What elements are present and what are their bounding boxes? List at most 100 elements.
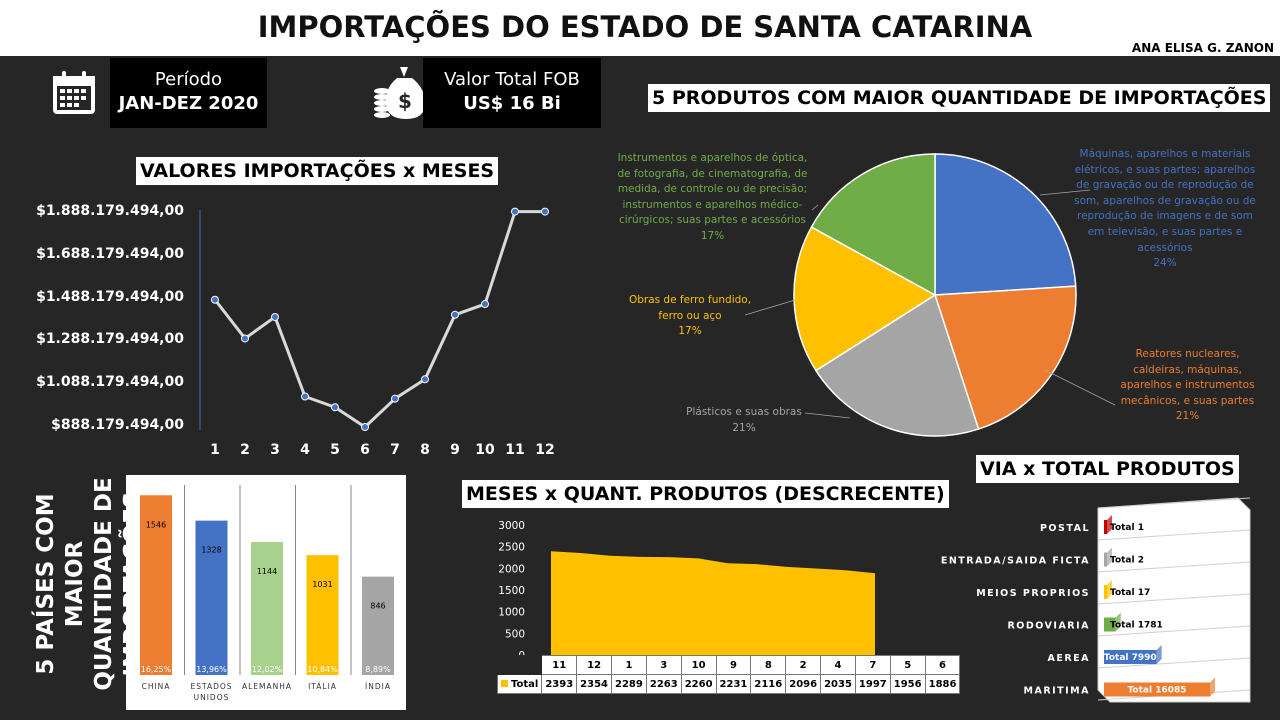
bar-side <box>1107 580 1112 599</box>
table-cell-value: 1886 <box>924 674 961 694</box>
leader-line <box>1039 189 1091 196</box>
pie-label-orange: Reatores nucleares, caldeiras, máquinas,… <box>1120 348 1255 423</box>
category-label: ÍNDIA <box>365 682 391 691</box>
bar-value-label: Total 7990 <box>1104 653 1157 663</box>
data-point <box>331 403 339 412</box>
bar-value-label: Total 1781 <box>1110 621 1163 631</box>
bar <box>306 555 339 675</box>
bar <box>195 520 228 675</box>
bar-value-label: 1031 <box>312 580 332 589</box>
bar-side <box>1115 612 1121 632</box>
category-label: ENTRADA/SAIDA FICTA <box>941 556 1090 567</box>
bar <box>1104 520 1107 534</box>
x-tick-label: 8 <box>420 442 430 458</box>
x-tick-label: 12 <box>535 442 555 458</box>
bar-value-label: Total 2 <box>1110 556 1144 566</box>
area-data-table: 11 12 1 3 10 9 8 2 4 7 5 6 Total 2393 2354 2289 2263 22… <box>496 655 961 694</box>
area-series <box>551 551 875 655</box>
data-point <box>421 375 429 384</box>
y-tick-label: 1500 <box>498 585 525 597</box>
period-card: Período JAN-DEZ 2020 <box>110 58 267 128</box>
pie-slice <box>934 153 1077 296</box>
grid-line <box>1097 529 1251 541</box>
x-tick-label: 10 <box>475 442 495 458</box>
x-tick-label: 3 <box>270 442 280 458</box>
table-cell-value: 2096 <box>785 674 822 694</box>
bar-side <box>1107 515 1112 534</box>
y-tick-label: $1.688.179.494,00 <box>36 245 184 262</box>
y-tick-label: $1.088.179.494,00 <box>36 374 184 391</box>
author-label: ANA ELISA G. ZANON <box>1131 41 1274 55</box>
data-point <box>271 312 279 321</box>
data-point <box>391 394 399 403</box>
bar-value-label: 846 <box>370 602 385 611</box>
area-chart: 300025002000150010005000 <box>498 520 875 662</box>
data-point <box>361 423 369 431</box>
category-label: MEIOS PROPRIOS <box>976 588 1090 599</box>
svg-text:$: $ <box>398 89 412 113</box>
grid-line <box>1097 561 1251 573</box>
category-label: ALEMANHA <box>242 682 292 691</box>
leader-line <box>811 204 819 211</box>
pie-label-green: Instrumentos e aparelhos de óptica, de f… <box>617 152 808 242</box>
bar-side <box>1107 547 1112 567</box>
y-tick-label: 2000 <box>498 563 525 575</box>
calendar-icon <box>50 70 98 116</box>
bar <box>1104 552 1107 567</box>
bar <box>251 542 283 675</box>
y-tick-label: $1.288.179.494,00 <box>36 331 184 348</box>
bar-side <box>1156 645 1162 664</box>
category-label: POSTAL <box>1040 523 1090 534</box>
fob-card: Valor Total FOB US$ 16 Bi <box>423 58 601 128</box>
category-label: CHINA <box>142 682 171 691</box>
bar-value-label: Total 1 <box>1110 523 1144 533</box>
data-point <box>451 310 459 319</box>
series-legend: Total <box>496 674 543 694</box>
grid-line <box>1097 497 1251 509</box>
x-tick-label: 4 <box>300 442 310 458</box>
countries-bar-chart: 1546 16,25% CHINA 1328 13,96% ESTADOS UNIDOS 11… <box>140 485 394 702</box>
pie-chart-title: 5 PRODUTOS COM MAIOR QUANTIDADE DE IMPOR… <box>648 84 1271 112</box>
line-chart-title: VALORES IMPORTAÇÕES x MESES <box>136 157 499 185</box>
bar-pct-label: 12,02% <box>252 665 283 674</box>
bar-value-label: 1546 <box>146 520 166 529</box>
y-tick-label: $888.179.494,00 <box>51 417 184 433</box>
data-point <box>301 392 309 401</box>
pie-label-yellow: Obras de ferro fundido, ferro ou aço 17% <box>628 294 752 338</box>
x-tick-label: 2 <box>240 442 250 458</box>
y-tick-label: 2500 <box>498 542 525 554</box>
grid-line <box>1097 593 1251 605</box>
via-chart-title: VIA x TOTAL PRODUTOS <box>976 455 1239 483</box>
bar <box>1104 617 1116 632</box>
category-label: MARITIMA <box>1024 686 1090 697</box>
bar-value-label: 1144 <box>257 567 277 576</box>
pie-label-blue: Máquinas, aparelhos e materiais elétrico… <box>1074 148 1256 270</box>
period-label: Período <box>154 69 223 90</box>
fob-label: Valor Total FOB <box>444 69 580 90</box>
bar <box>362 576 394 675</box>
bar-pct-label: 10,84% <box>307 665 338 674</box>
data-point <box>541 207 549 216</box>
table-cell-value: 2035 <box>820 674 856 694</box>
table-cell-value: 1997 <box>854 674 891 694</box>
period-value: JAN-DEZ 2020 <box>118 93 259 114</box>
y-tick-label: 1000 <box>498 607 525 619</box>
bar <box>140 495 172 675</box>
title-bar <box>0 0 1280 56</box>
bar-pct-label: 13,96% <box>196 665 227 674</box>
y-tick-label: $1.488.179.494,00 <box>36 288 184 305</box>
bar-value-label: Total 17 <box>1110 588 1150 598</box>
data-point <box>481 300 489 309</box>
data-point <box>511 207 519 216</box>
bar-value-label: Total 16085 <box>1127 686 1186 696</box>
data-point <box>211 295 219 304</box>
x-tick-label: 7 <box>390 442 400 458</box>
line-chart-xticks: 1 2 3 4 5 6 7 8 9 10 11 12 <box>0 442 600 462</box>
category-label: RODOVIARIA <box>1007 621 1090 632</box>
money-bag-icon: $ <box>372 63 428 123</box>
category-label: UNIDOS <box>194 693 230 702</box>
category-label: ESTADOS <box>190 682 232 691</box>
leader-line <box>804 412 851 419</box>
